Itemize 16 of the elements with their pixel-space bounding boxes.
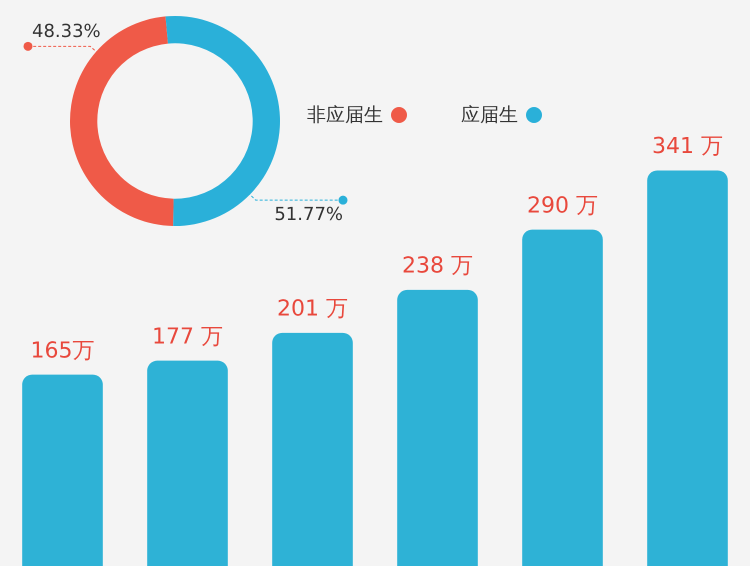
data-label: 341 万 xyxy=(652,134,723,160)
legend-label: 应届生 xyxy=(461,103,518,128)
data-label: 201 万 xyxy=(277,296,348,322)
bar xyxy=(522,230,603,566)
bar xyxy=(22,374,103,566)
data-label: 48.33% xyxy=(32,21,101,42)
bar xyxy=(397,290,478,566)
bar xyxy=(647,170,728,566)
bar xyxy=(147,360,228,566)
data-label: 238 万 xyxy=(402,254,473,279)
data-label: 290 万 xyxy=(527,193,598,218)
data-label: 177 万 xyxy=(152,324,223,350)
data-label: 165万 xyxy=(30,338,94,364)
bar xyxy=(272,332,353,566)
legend-label: 非应届生 xyxy=(307,103,383,128)
data-label: 51.77% xyxy=(274,204,343,225)
